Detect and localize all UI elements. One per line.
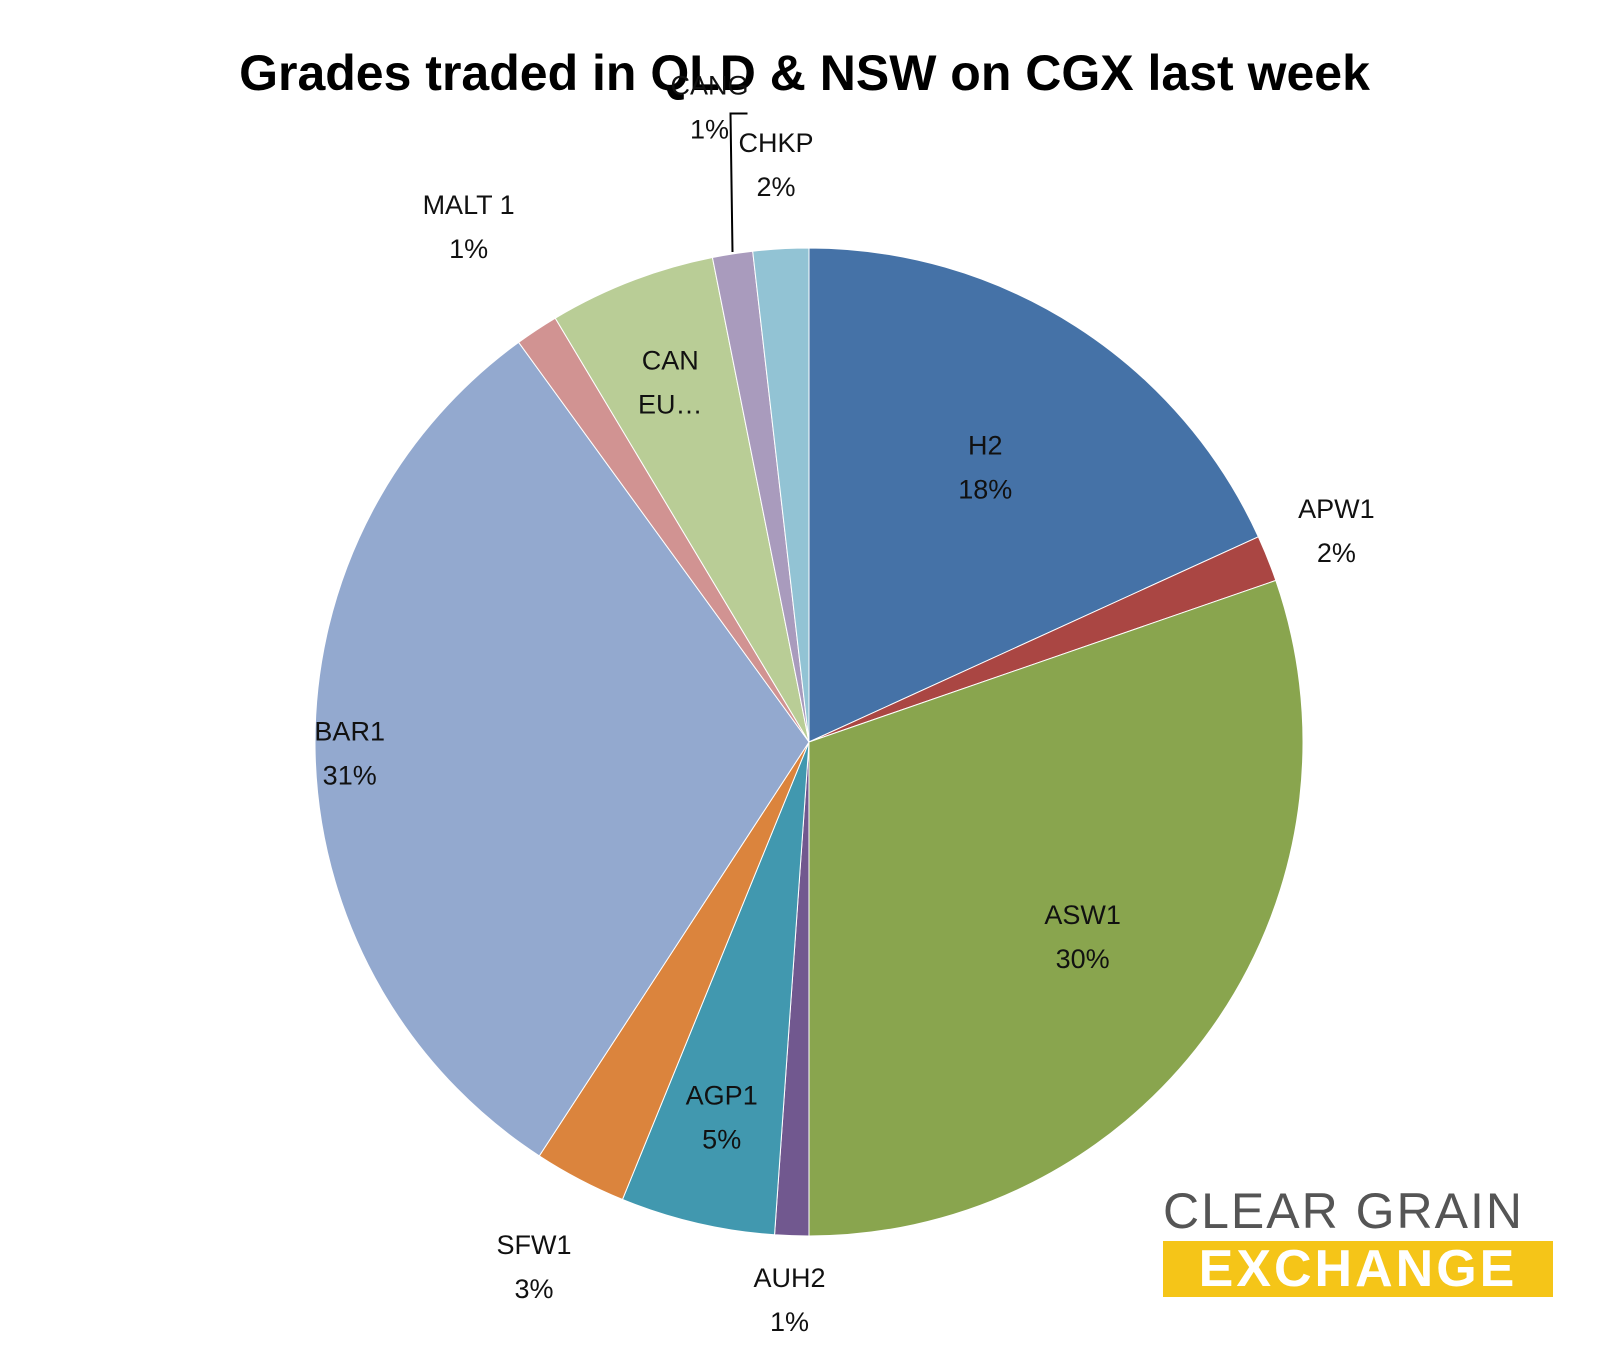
- label-malt-1: MALT 1 1%: [423, 190, 515, 264]
- logo-line-1: CLEAR GRAIN: [1163, 1183, 1524, 1239]
- label-agp1: AGP1 5%: [686, 1080, 758, 1154]
- label-chkp: CHKP 2%: [738, 128, 813, 202]
- slice-chkp: [752, 247, 810, 743]
- label-sfw1: SFW1 3%: [496, 1230, 571, 1304]
- slice-h2: [808, 247, 1260, 743]
- leader-cang: [729, 112, 748, 253]
- slice-agp1: [621, 741, 810, 1236]
- chart-title: Grades traded in QLD & NSW on CGX last w…: [239, 45, 1370, 101]
- logo-line-2: EXCHANGE: [1163, 1241, 1553, 1297]
- label-can-eu: CAN EU…: [638, 346, 703, 420]
- slice-can-eu: [554, 256, 810, 743]
- label-asw1: ASW1 30%: [1044, 900, 1121, 974]
- label-bar1: BAR1 31%: [314, 717, 385, 791]
- pie-slices: [314, 247, 1304, 1237]
- slice-asw1: [808, 579, 1304, 1237]
- label-h2: H2 18%: [958, 431, 1012, 505]
- slice-labels: H2 18% APW1 2% ASW1 30% AUH2 1% AGP1 5% SFW1 3% BAR1…: [314, 71, 1374, 1337]
- label-cang: CANG 1%: [670, 71, 748, 145]
- label-apw1: APW1 2%: [1298, 494, 1375, 568]
- label-auh2: AUH2 1%: [753, 1263, 825, 1337]
- slice-bar1: [314, 341, 810, 1157]
- clear-grain-exchange-logo: CLEAR GRAIN EXCHANGE: [1163, 1183, 1553, 1297]
- leader-lines: [729, 112, 748, 253]
